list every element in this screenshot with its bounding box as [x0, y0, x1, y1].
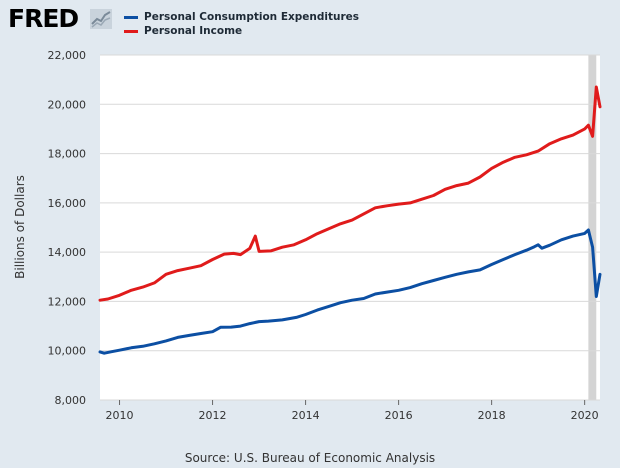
y-tick-label: 14,000: [48, 246, 87, 259]
x-axis-ticks: 2010 2012 2014 2016 2018 2020: [106, 400, 599, 422]
x-tick-label: 2010: [106, 409, 134, 422]
legend-label-income: Personal Income: [144, 25, 243, 37]
legend-swatch-income: [124, 29, 138, 33]
x-tick-label: 2020: [571, 409, 599, 422]
legend-swatch-pce: [124, 15, 138, 19]
plot-area: [100, 55, 600, 400]
y-tick-label: 22,000: [48, 49, 87, 62]
series-line-income[interactable]: [98, 85, 602, 302]
y-axis-label: Billions of Dollars: [13, 175, 27, 279]
x-tick-label: 2014: [292, 409, 320, 422]
fred-logo[interactable]: FRED: [8, 4, 79, 33]
y-tick-label: 12,000: [48, 295, 87, 308]
grid-layer: [100, 54, 600, 401]
series-line-pce[interactable]: [98, 228, 602, 355]
fred-chart-icon: [90, 9, 112, 29]
series-layer: [98, 85, 602, 355]
legend-item-income[interactable]: Personal Income: [124, 24, 359, 38]
y-tick-label: 18,000: [48, 148, 87, 161]
y-tick-label: 16,000: [48, 197, 87, 210]
y-tick-label: 20,000: [48, 98, 87, 111]
y-tick-label: 8,000: [55, 394, 87, 407]
legend-item-pce[interactable]: Personal Consumption Expenditures: [124, 10, 359, 24]
recession-band: [588, 55, 597, 400]
legend: Personal Consumption Expenditures Person…: [124, 10, 359, 38]
recession-layer: [588, 55, 597, 400]
y-tick-label: 10,000: [48, 345, 87, 358]
x-tick-label: 2016: [385, 409, 413, 422]
x-tick-label: 2018: [478, 409, 506, 422]
y-axis-ticks: 8,000 10,000 12,000 14,000 16,000 18,000 20,00…: [48, 49, 87, 407]
legend-label-pce: Personal Consumption Expenditures: [144, 11, 360, 23]
x-tick-label: 2012: [199, 409, 227, 422]
source-note: Source: U.S. Bureau of Economic Analysis: [184, 451, 436, 465]
